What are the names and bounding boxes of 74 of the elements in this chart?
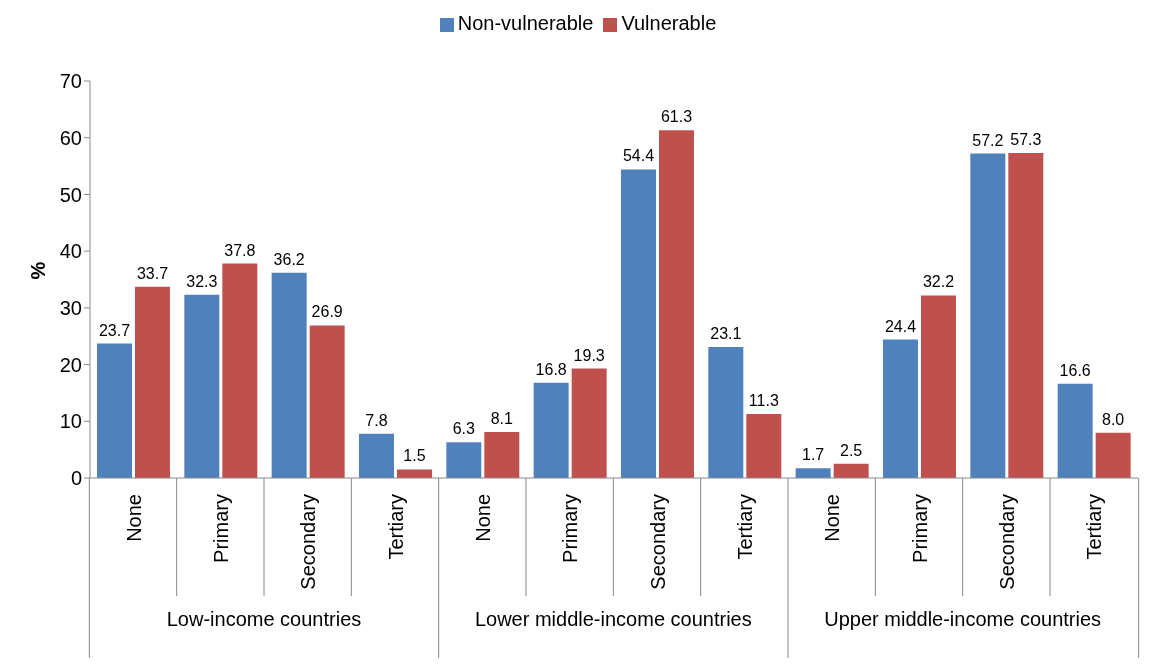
y-tick-label: 40 xyxy=(59,240,82,263)
data-label: 57.3 xyxy=(1010,131,1042,149)
bar xyxy=(446,442,482,478)
bar xyxy=(1008,153,1044,478)
bar xyxy=(920,295,956,478)
bar xyxy=(658,130,694,478)
x-tick-label: Primary xyxy=(210,494,232,563)
data-label: 8.1 xyxy=(490,410,514,428)
x-tick-label: Secondary xyxy=(646,494,669,590)
data-label: 1.5 xyxy=(403,447,426,465)
bar xyxy=(571,368,607,478)
bar xyxy=(1057,383,1093,478)
x-tick-label: None xyxy=(122,494,145,542)
bar xyxy=(833,463,869,478)
y-tick-label: 20 xyxy=(59,353,82,376)
x-tick-label: Primary xyxy=(908,494,931,563)
y-tick-label: 10 xyxy=(59,410,82,433)
bar xyxy=(134,286,170,478)
data-label: 2.5 xyxy=(840,441,863,459)
bar xyxy=(184,294,220,478)
text: Upper middle-income countries xyxy=(824,608,1102,630)
data-label: 61.3 xyxy=(660,108,693,126)
data-label: 24.4 xyxy=(884,317,917,335)
data-label: 8.0 xyxy=(1102,410,1125,428)
bar xyxy=(795,468,831,478)
bar xyxy=(533,382,569,478)
data-label: 19.3 xyxy=(573,346,605,364)
data-label: 7.8 xyxy=(365,411,388,429)
x-tick-label: Secondary xyxy=(297,494,320,590)
y-tick-label: 50 xyxy=(59,183,82,206)
bar xyxy=(746,413,782,478)
x-tick-label: Tertiary xyxy=(734,494,756,560)
bar xyxy=(970,153,1006,478)
data-label: 1.7 xyxy=(802,446,825,464)
bar xyxy=(1095,432,1131,478)
data-label: 16.6 xyxy=(1059,361,1091,379)
data-label: 6.3 xyxy=(452,420,476,438)
x-tick-label: Primary xyxy=(559,494,582,563)
bar xyxy=(96,343,132,478)
data-label: 54.4 xyxy=(622,147,655,165)
bar xyxy=(484,432,520,478)
y-axis-title: % xyxy=(27,261,50,280)
data-label: 32.2 xyxy=(922,273,955,291)
x-tick-label: Tertiary xyxy=(384,494,407,560)
x-tick-label: Tertiary xyxy=(1083,494,1106,560)
x-tick-label: None xyxy=(472,494,494,542)
bar xyxy=(222,263,258,478)
data-label: 23.1 xyxy=(710,324,742,342)
legend-label: Vulnerable xyxy=(621,12,717,34)
text: Lower middle-income countries xyxy=(474,608,752,630)
data-label: 26.9 xyxy=(311,303,343,321)
legend-label: Non-vulnerable xyxy=(457,12,594,34)
data-label: 37.8 xyxy=(224,241,256,259)
y-tick-label: 30 xyxy=(59,296,82,319)
data-label: 36.2 xyxy=(273,250,305,268)
data-label: 16.8 xyxy=(535,360,567,378)
x-tick-label: Secondary xyxy=(996,494,1018,590)
bar xyxy=(358,433,394,478)
data-label: 11.3 xyxy=(748,391,779,409)
data-label: 23.7 xyxy=(98,321,131,339)
data-label: 33.7 xyxy=(136,264,169,282)
bar xyxy=(309,325,345,478)
bar xyxy=(620,169,656,478)
data-label: 32.3 xyxy=(186,272,218,290)
y-tick-label: 0 xyxy=(70,467,82,490)
x-tick-label: None xyxy=(821,494,844,542)
y-tick-label: 60 xyxy=(59,126,82,149)
bar xyxy=(271,272,307,478)
data-label: 57.2 xyxy=(972,131,1004,149)
text: Low-income countries xyxy=(166,608,362,630)
bar xyxy=(882,339,918,478)
bar xyxy=(708,346,744,478)
y-tick-label: 70 xyxy=(59,70,82,93)
bar xyxy=(396,469,432,478)
